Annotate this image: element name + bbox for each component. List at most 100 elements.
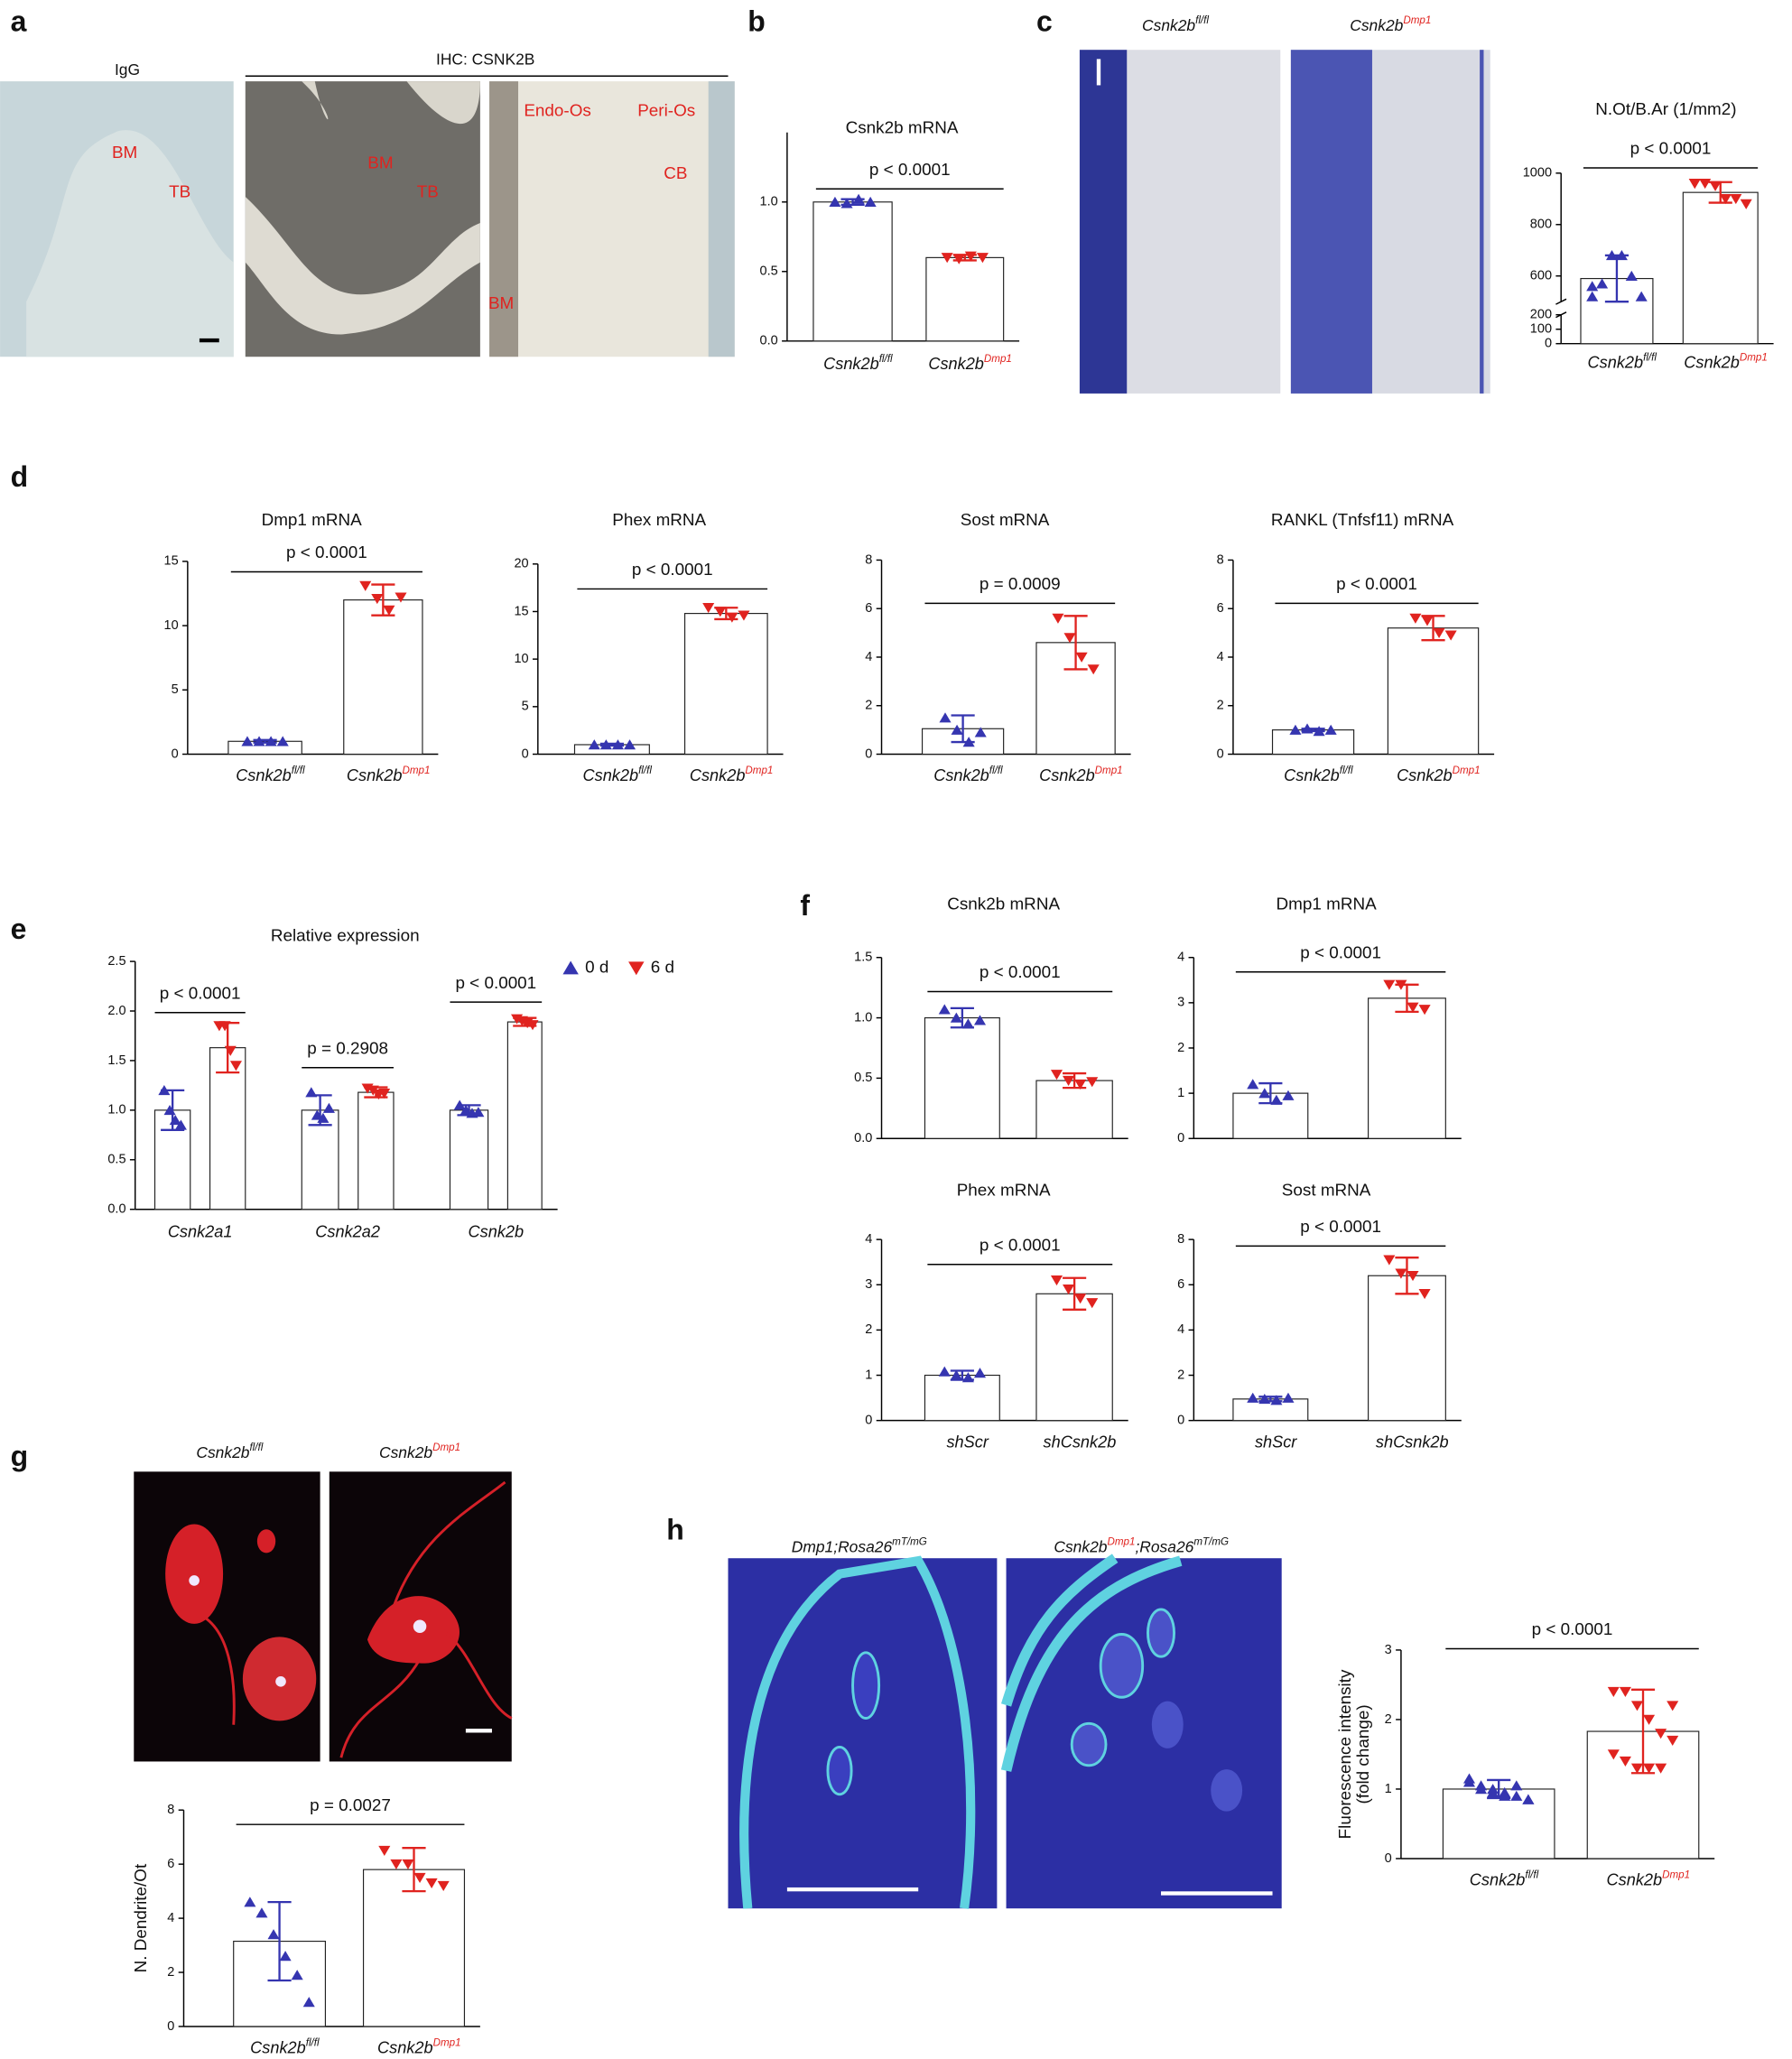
data-point bbox=[1605, 250, 1619, 261]
data-point bbox=[829, 196, 841, 208]
data-point bbox=[950, 1369, 962, 1380]
data-point bbox=[938, 1004, 951, 1015]
data-point bbox=[976, 253, 989, 264]
chart-title: Sost mRNA bbox=[961, 511, 1050, 530]
label-sup: fl/fl bbox=[249, 1442, 263, 1453]
category-sup: Dmp1 bbox=[745, 765, 773, 776]
y-tick-label: 0.5 bbox=[854, 1071, 872, 1085]
chart-title: Sost mRNA bbox=[1282, 1181, 1371, 1200]
data-point bbox=[413, 1872, 426, 1884]
tissue-shape bbox=[1290, 50, 1372, 394]
image-label: Peri-Os bbox=[637, 101, 695, 120]
y-tick-label: 0 bbox=[865, 747, 872, 761]
data-point bbox=[1052, 613, 1064, 624]
data-point bbox=[1444, 630, 1457, 641]
chart-title: RANKL (Tnfsf11) mRNA bbox=[1271, 511, 1454, 530]
legend-marker bbox=[628, 961, 645, 976]
category-part: Csnk2b bbox=[1470, 1870, 1526, 1888]
data-point bbox=[1655, 1763, 1667, 1774]
x-tick-label: Csnk2bfl/fl bbox=[250, 2036, 320, 2056]
data-point bbox=[1063, 1075, 1075, 1086]
y-tick-label: 600 bbox=[1530, 269, 1552, 283]
image-label: Csnk2bDmp1 bbox=[379, 1442, 460, 1461]
y-tick-label: 1000 bbox=[1523, 166, 1552, 181]
data-point bbox=[1510, 1780, 1523, 1791]
chart-title: Relative expression bbox=[271, 926, 420, 945]
cell bbox=[256, 1529, 276, 1554]
data-point bbox=[939, 712, 952, 723]
y-tick-label: 0 bbox=[1217, 747, 1224, 761]
y-tick-label: 5 bbox=[172, 682, 179, 697]
y-tick-label: 8 bbox=[167, 1803, 174, 1817]
data-point bbox=[163, 1104, 176, 1116]
y-tick-label: 3 bbox=[1385, 1643, 1392, 1657]
y-tick-label: 2 bbox=[1177, 1368, 1184, 1382]
y-tick-label: 1 bbox=[865, 1368, 872, 1382]
data-point bbox=[599, 739, 612, 750]
label-sup: Dmp1 bbox=[432, 1442, 460, 1453]
data-point bbox=[1643, 1714, 1656, 1725]
category-sup: fl/fl bbox=[989, 765, 1003, 776]
data-point bbox=[265, 736, 277, 747]
p-value: p < 0.0001 bbox=[1300, 943, 1381, 962]
category-part: Csnk2b bbox=[690, 766, 746, 784]
y-tick-label: 0.5 bbox=[107, 1153, 125, 1167]
x-tick-label: Csnk2bfl/fl bbox=[236, 765, 305, 784]
y-tick-label: 4 bbox=[1177, 1322, 1184, 1337]
data-point bbox=[1409, 613, 1422, 624]
category-sup: Dmp1 bbox=[1453, 765, 1481, 776]
y-tick-label: 2.0 bbox=[107, 1004, 125, 1018]
data-point bbox=[1063, 1285, 1075, 1295]
category-sup: fl/fl bbox=[292, 765, 305, 776]
chart-title: Csnk2b mRNA bbox=[846, 118, 959, 137]
bar bbox=[1442, 1788, 1555, 1860]
data-point bbox=[1301, 723, 1314, 734]
chart-title: Dmp1 mRNA bbox=[262, 511, 363, 530]
data-point bbox=[371, 593, 384, 605]
y-tick-label: 0 bbox=[1545, 337, 1552, 351]
y-tick-label: 1 bbox=[1385, 1782, 1392, 1796]
chart-title: Csnk2b mRNA bbox=[947, 895, 1060, 914]
data-point bbox=[1655, 1729, 1667, 1739]
p-value: p < 0.0001 bbox=[1532, 1620, 1613, 1639]
scale-bar bbox=[1161, 1891, 1273, 1896]
image-label: Csnk2bfl/fl bbox=[1142, 14, 1209, 34]
data-point bbox=[224, 1045, 237, 1056]
y-tick-label: 4 bbox=[1217, 650, 1224, 664]
panel-letter: f bbox=[800, 889, 810, 922]
category-part: Csnk2b bbox=[583, 766, 639, 784]
data-point bbox=[241, 736, 254, 747]
bar bbox=[812, 201, 893, 342]
data-point bbox=[1270, 1094, 1283, 1105]
data-point bbox=[1282, 1090, 1295, 1100]
y-tick-label: 800 bbox=[1530, 218, 1552, 232]
category-sup: fl/fl bbox=[1340, 765, 1353, 776]
data-point bbox=[526, 1020, 539, 1031]
category-sup: Dmp1 bbox=[1095, 765, 1123, 776]
data-point bbox=[279, 1951, 292, 1962]
panel-letter: g bbox=[11, 1440, 29, 1472]
y-axis-label: (fold change) bbox=[1354, 1704, 1373, 1804]
y-tick-label: 3 bbox=[865, 1277, 872, 1292]
cortex-edge bbox=[1000, 1554, 1183, 1772]
data-point bbox=[255, 1907, 268, 1918]
scale-bar bbox=[786, 1887, 919, 1892]
data-point bbox=[1383, 1255, 1396, 1266]
y-tick-label: 6 bbox=[1217, 601, 1224, 616]
error-bar bbox=[371, 583, 395, 617]
cortex-edge bbox=[739, 1555, 976, 1909]
label-part: Csnk2b bbox=[1054, 1537, 1107, 1555]
label-part: Csnk2b bbox=[196, 1443, 249, 1461]
label-sup: fl/fl bbox=[1195, 14, 1209, 26]
data-point bbox=[472, 1107, 485, 1118]
y-tick-label: 0.5 bbox=[760, 264, 778, 279]
data-point bbox=[1418, 1005, 1431, 1016]
p-value: p < 0.0001 bbox=[980, 1236, 1061, 1255]
lacuna bbox=[1099, 1633, 1145, 1699]
data-point bbox=[395, 592, 407, 603]
x-tick-label: Csnk2bfl/fl bbox=[1588, 351, 1657, 371]
y-tick-label: 10 bbox=[514, 652, 528, 666]
data-point bbox=[1433, 627, 1445, 638]
bar bbox=[924, 1016, 1000, 1139]
